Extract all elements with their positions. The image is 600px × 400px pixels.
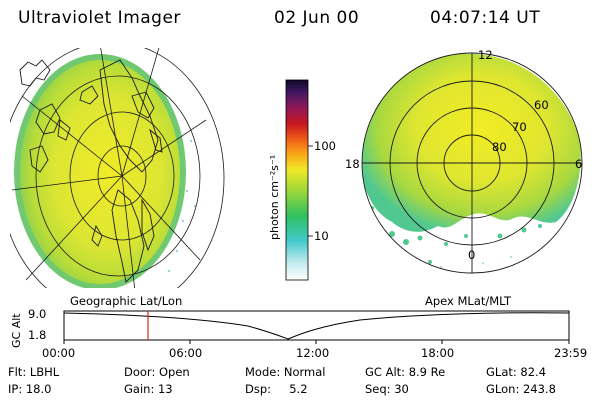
left-panel-caption: Geographic Lat/Lon bbox=[70, 294, 183, 308]
mlt-label-18: 18 bbox=[345, 157, 360, 171]
mlt-label-6: 6 bbox=[575, 157, 583, 171]
info-glat: GLat: 82.4 bbox=[486, 365, 547, 379]
info-gc-alt: GC Alt: 8.9 Re bbox=[365, 365, 446, 379]
time-tick-2359: 23:59 bbox=[554, 346, 588, 360]
time-tick-1200: 12:00 bbox=[296, 346, 330, 360]
altitude-axis-title: GC Alt bbox=[10, 313, 23, 348]
info-gain: Gain: 13 bbox=[124, 382, 173, 396]
info-ip: IP: 18.0 bbox=[8, 382, 52, 396]
colorbar-tick-10: 10 bbox=[314, 229, 329, 243]
mlt-label-12: 12 bbox=[478, 48, 493, 62]
time-tick-0600: 06:00 bbox=[169, 346, 203, 360]
altitude-tick-low: 1.8 bbox=[28, 328, 47, 342]
time-tick-0000: 00:00 bbox=[42, 346, 76, 360]
magnetic-polar-plot bbox=[361, 52, 583, 274]
instrument-title: Ultraviolet Imager bbox=[18, 8, 181, 28]
info-door: Door: Open bbox=[124, 365, 190, 379]
altitude-tick-high: 9.0 bbox=[28, 307, 47, 321]
mlat-label-60: 60 bbox=[534, 98, 549, 112]
image-time: 04:07:14 UT bbox=[430, 8, 541, 28]
mlt-label-0: 0 bbox=[468, 248, 476, 262]
info-mode: Mode: Normal bbox=[245, 365, 326, 379]
info-glon: GLon: 243.8 bbox=[486, 382, 556, 396]
image-date: 02 Jun 00 bbox=[274, 8, 360, 28]
color-scale-bar bbox=[285, 79, 313, 281]
right-panel-caption: Apex MLat/MLT bbox=[425, 294, 512, 308]
info-dsp: Dsp: 5.2 bbox=[245, 382, 308, 396]
geographic-image bbox=[10, 48, 225, 288]
time-tick-1800: 18:00 bbox=[421, 346, 455, 360]
altitude-strip bbox=[63, 310, 570, 344]
mlat-label-80: 80 bbox=[492, 140, 507, 154]
colorbar-tick-100: 100 bbox=[314, 139, 336, 153]
mlat-label-70: 70 bbox=[512, 120, 527, 134]
info-filter: Flt: LBHL bbox=[8, 365, 60, 379]
info-seq: Seq: 30 bbox=[365, 382, 409, 396]
colorbar-units-label: photon cm⁻²s⁻¹ bbox=[268, 154, 281, 240]
